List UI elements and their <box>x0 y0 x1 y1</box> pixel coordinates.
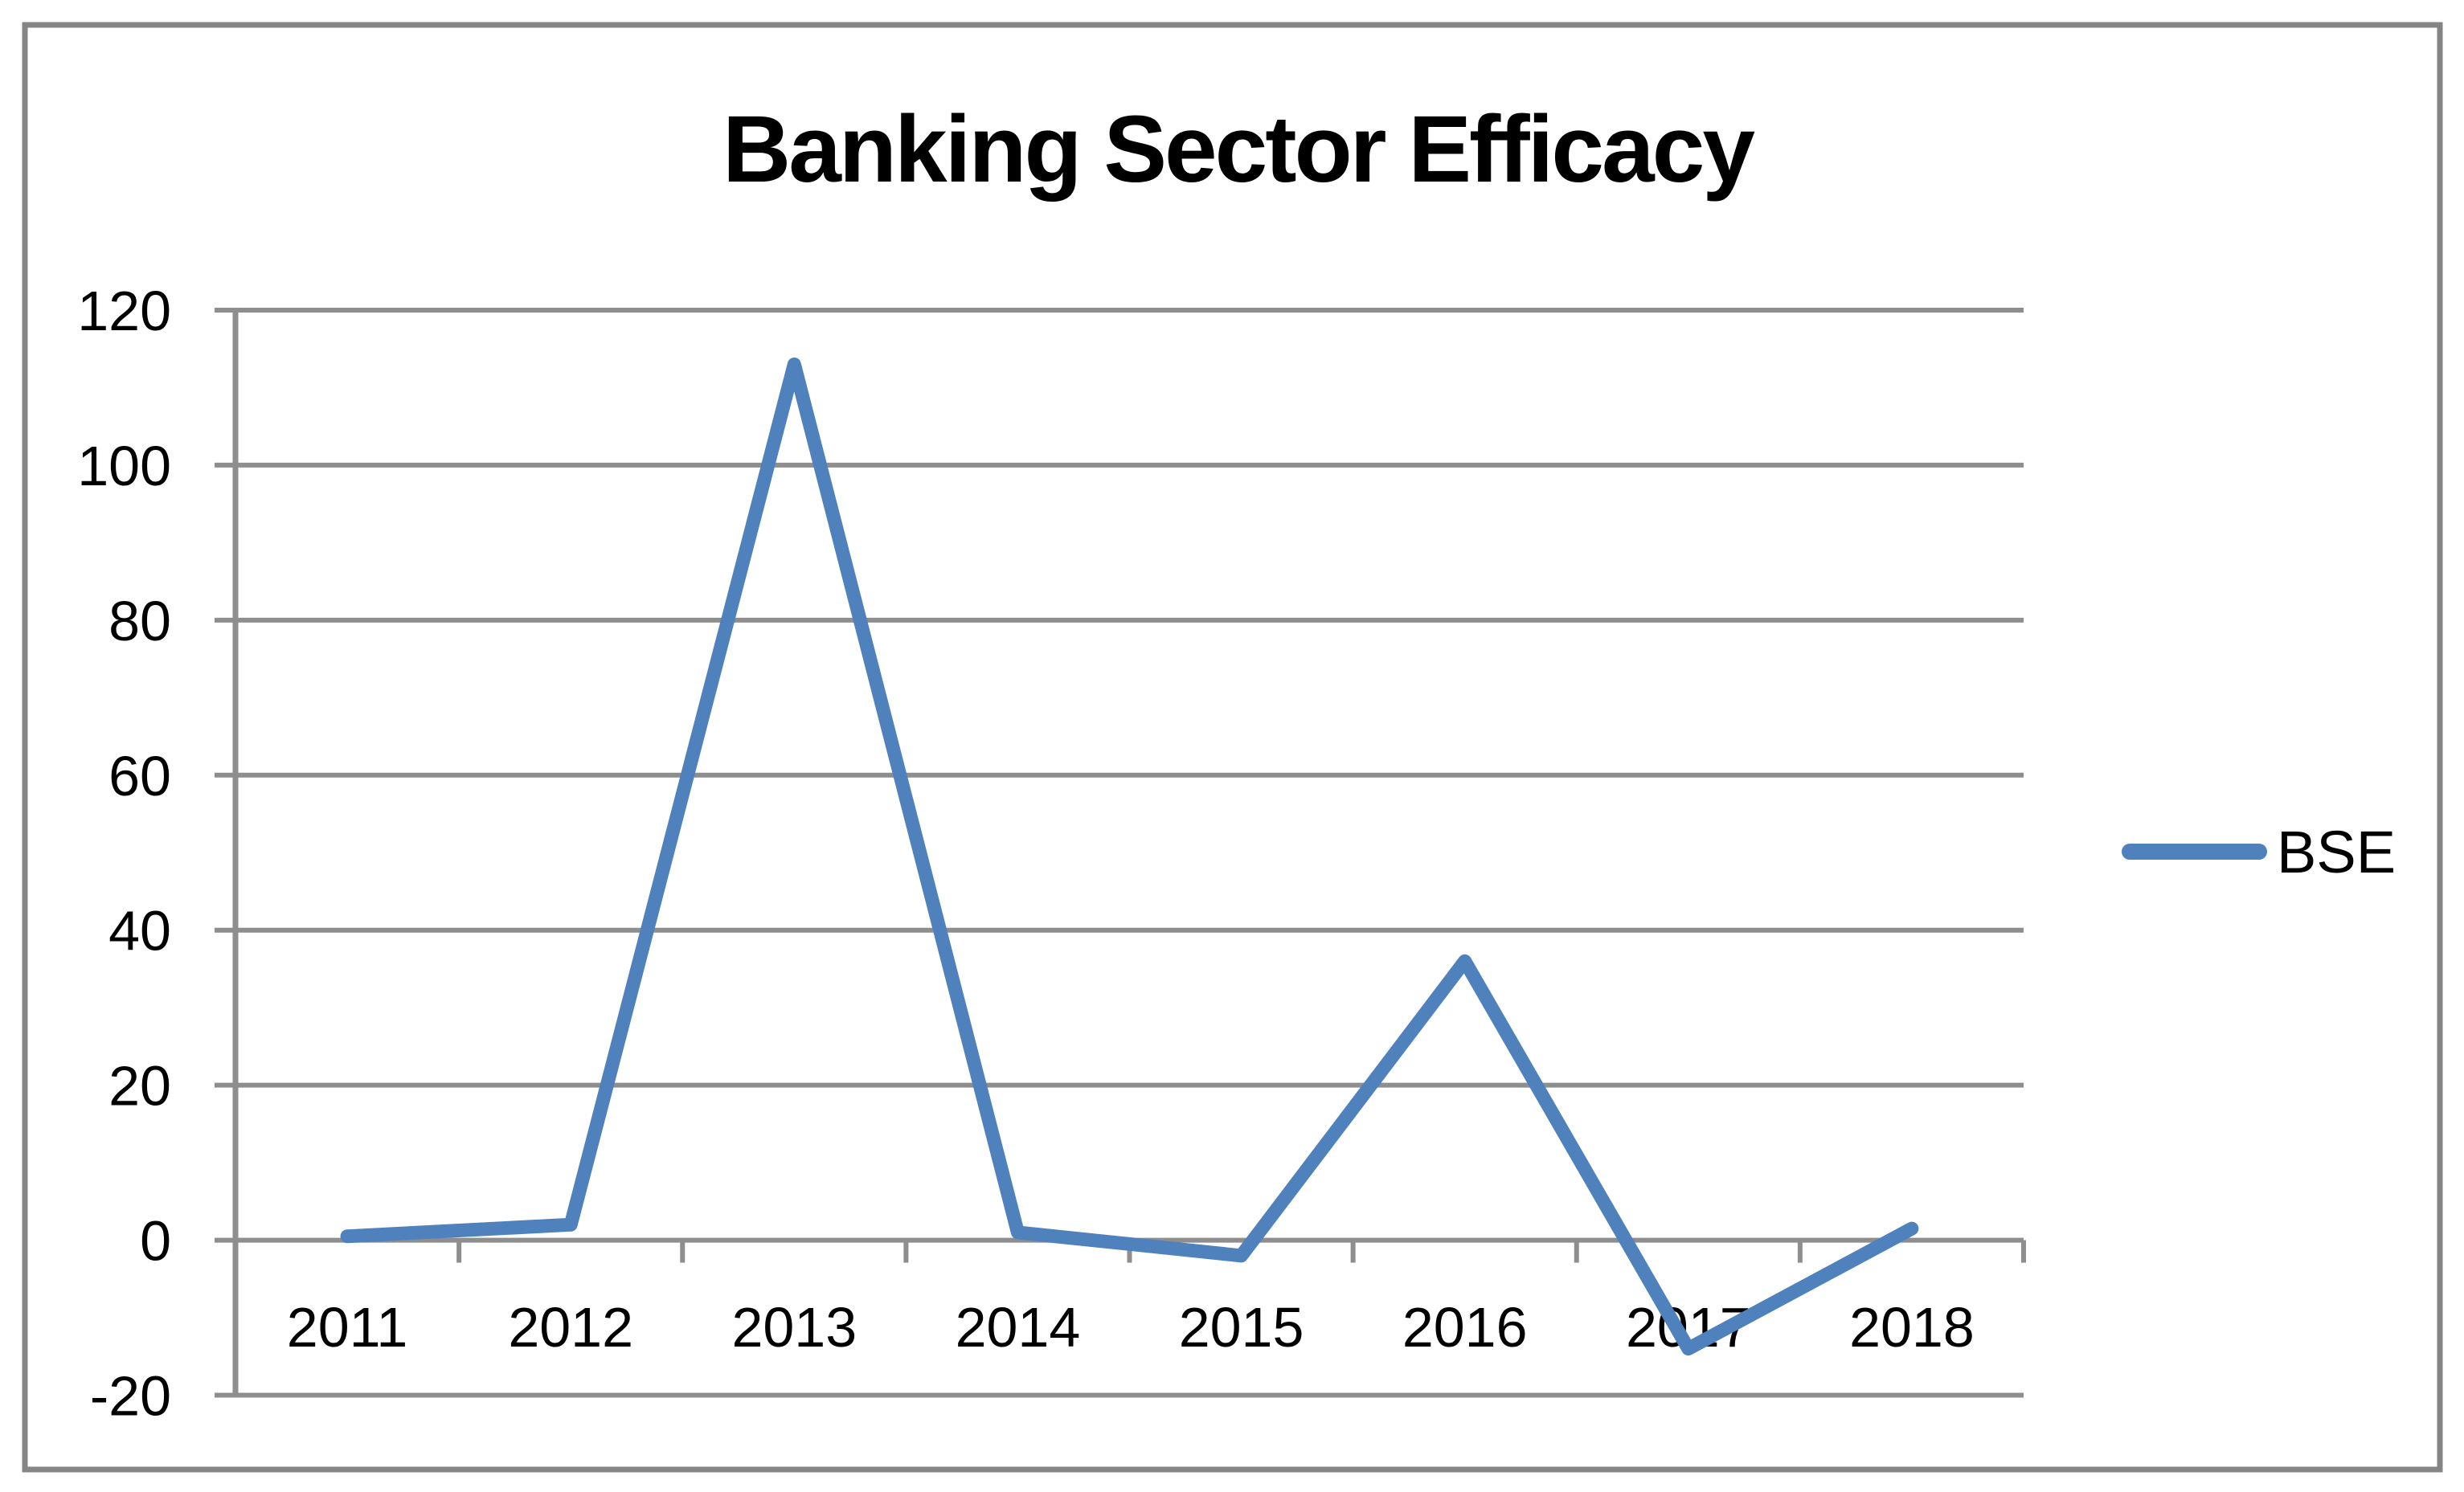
x-tick-label: 2016 <box>1402 1296 1528 1359</box>
legend-label: BSE <box>2277 819 2396 885</box>
y-tick-label: 0 <box>140 1210 171 1273</box>
y-tick-label: 120 <box>77 280 171 342</box>
y-tick-label: 20 <box>108 1055 171 1118</box>
axes <box>232 310 2026 1396</box>
y-tick-label: -20 <box>90 1365 171 1428</box>
y-tick-label: 60 <box>108 745 171 807</box>
y-axis-labels: -20 0 20 40 60 80 100 120 <box>77 280 171 1428</box>
series-layer <box>340 358 1919 1356</box>
x-tick-label: 2011 <box>287 1296 408 1359</box>
gridlines <box>215 308 2024 1398</box>
legend: BSE <box>2122 819 2396 885</box>
x-tick-label: 2018 <box>1849 1296 1975 1359</box>
y-tick-label: 100 <box>77 435 171 497</box>
chart-border <box>22 22 2443 1473</box>
x-tick-label: 2013 <box>731 1296 857 1359</box>
x-tick-label: 2014 <box>956 1296 1081 1359</box>
x-axis-labels: 2011 2012 2013 2014 2015 2016 2017 2018 <box>287 1296 1975 1359</box>
series-line-bse <box>340 358 1919 1356</box>
x-tick-label: 2015 <box>1179 1296 1304 1359</box>
y-tick-label: 80 <box>108 590 171 652</box>
y-tick-label: 40 <box>108 900 171 963</box>
x-tick-label: 2012 <box>508 1296 633 1359</box>
chart-title: Banking Sector Efficacy <box>722 96 1754 202</box>
